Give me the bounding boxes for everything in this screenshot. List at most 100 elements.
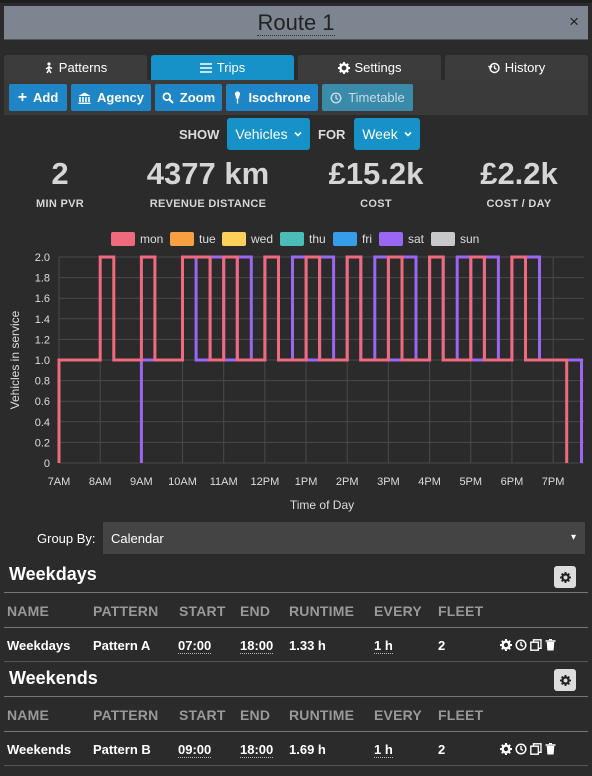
gear-icon[interactable]: [500, 743, 512, 755]
legend-swatch: [379, 232, 403, 246]
cell-every[interactable]: 1 h: [374, 638, 393, 654]
filter-row: SHOW Vehicles FOR Week: [0, 118, 592, 150]
stat-cost-label: COST: [360, 198, 392, 210]
stat-cost-per-day: £2.2k COST / DAY: [464, 156, 574, 210]
col-end: END: [240, 707, 271, 723]
col-name: NAME: [7, 707, 50, 723]
cell-start-value[interactable]: 09:00: [178, 742, 212, 758]
legend-label: wed: [251, 232, 274, 246]
legend-item-thu[interactable]: thu: [280, 232, 326, 246]
y-tick-label: 0.6: [35, 396, 50, 408]
cell-name: Weekdays: [7, 638, 71, 653]
gear-icon: [337, 61, 350, 74]
top-strip: [0, 0, 592, 3]
cell-end-value[interactable]: 18:00: [240, 638, 274, 654]
tab-history[interactable]: History: [445, 55, 588, 80]
legend-item-mon[interactable]: mon: [111, 232, 163, 246]
legend-swatch: [431, 232, 455, 246]
cell-every-value[interactable]: 1 h: [374, 742, 393, 758]
series-line-mon: [57, 255, 569, 463]
toolbar: + Add Agency Zoom Isochrone Timetable: [4, 80, 588, 115]
legend-item-sat[interactable]: sat: [379, 232, 424, 246]
x-tick-label: 5PM: [459, 476, 482, 488]
legend-item-sun[interactable]: sun: [431, 232, 479, 246]
y-tick-label: 0.4: [35, 417, 50, 429]
y-tick-label: 0: [44, 458, 50, 470]
x-tick-label: 2PM: [336, 476, 359, 488]
legend-item-fri[interactable]: fri: [333, 232, 372, 246]
x-tick-label: 9AM: [130, 476, 153, 488]
copy-icon[interactable]: [530, 743, 542, 755]
divider: [4, 765, 588, 766]
isochrone-button[interactable]: Isochrone: [226, 84, 318, 111]
group-by-label: Group By:: [37, 531, 96, 546]
x-tick-label: 11AM: [210, 476, 238, 488]
row-actions: [500, 639, 556, 651]
close-button[interactable]: ×: [569, 12, 579, 31]
for-select[interactable]: Week: [354, 118, 420, 150]
col-name: NAME: [7, 603, 50, 619]
x-tick-label: 4PM: [418, 476, 441, 488]
group-by-value: Calendar: [111, 531, 164, 546]
stat-revenue-distance-label: REVENUE DISTANCE: [149, 198, 267, 210]
legend-swatch: [111, 232, 135, 246]
legend-item-wed[interactable]: wed: [222, 232, 273, 246]
cell-pattern: Pattern B: [93, 742, 151, 757]
cell-end-value[interactable]: 18:00: [240, 742, 274, 758]
legend-swatch: [280, 232, 304, 246]
add-button[interactable]: + Add: [9, 84, 67, 111]
stat-min-pvr: 2 MIN PVR: [20, 156, 100, 210]
group-settings-button[interactable]: [554, 566, 576, 588]
stat-cost-value: £15.2k: [328, 156, 424, 191]
tab-patterns[interactable]: Patterns: [4, 55, 147, 80]
cell-start-value[interactable]: 07:00: [178, 638, 212, 654]
agency-button[interactable]: Agency: [71, 84, 151, 111]
gear-icon: [559, 571, 571, 583]
x-tick-label: 8AM: [89, 476, 112, 488]
zoom-button[interactable]: Zoom: [155, 84, 222, 111]
legend-swatch: [170, 232, 194, 246]
group-by-select[interactable]: Calendar ▾: [103, 522, 585, 554]
show-select[interactable]: Vehicles: [227, 118, 310, 150]
cell-start[interactable]: 09:00: [178, 742, 212, 758]
divider: [4, 661, 588, 662]
clock-icon[interactable]: [515, 639, 527, 651]
route-title[interactable]: Route 1: [4, 10, 588, 36]
tab-trips[interactable]: Trips: [151, 55, 294, 80]
y-axis-label: Vehicles in service: [8, 310, 22, 409]
for-label: FOR: [318, 127, 346, 142]
pin-icon: [235, 91, 241, 104]
col-every: EVERY: [374, 707, 422, 723]
legend-label: mon: [140, 232, 164, 246]
cell-every-value[interactable]: 1 h: [374, 638, 393, 654]
y-tick-label: 1.2: [35, 334, 50, 346]
legend-label: thu: [309, 232, 326, 246]
col-start: START: [179, 707, 226, 723]
cell-start[interactable]: 07:00: [178, 638, 212, 654]
cell-every[interactable]: 1 h: [374, 742, 393, 758]
trash-icon[interactable]: [545, 743, 556, 755]
gear-icon[interactable]: [500, 639, 512, 651]
trash-icon[interactable]: [545, 639, 556, 651]
col-runtime: RUNTIME: [289, 603, 355, 619]
cell-runtime: 1.69 h: [289, 742, 326, 757]
stat-cost-per-day-value: £2.2k: [480, 156, 558, 191]
cell-end[interactable]: 18:00: [240, 638, 274, 654]
col-every: EVERY: [374, 603, 422, 619]
route-title-text[interactable]: Route 1: [257, 10, 335, 36]
cell-end[interactable]: 18:00: [240, 742, 274, 758]
tab-settings[interactable]: Settings: [298, 55, 441, 80]
col-fleet: FLEET: [438, 603, 484, 619]
copy-icon[interactable]: [530, 639, 542, 651]
timetable-button[interactable]: Timetable: [322, 84, 413, 111]
x-tick-label: 12PM: [251, 476, 280, 488]
group-settings-button[interactable]: [554, 669, 576, 691]
x-tick-label: 3PM: [377, 476, 400, 488]
vehicles-chart: 0 0.2 0.4 0.6 0.8 1.0 1.2 1.4 1.6 1.8 2.0 7AM 8AM 9AM…: [8, 252, 584, 512]
search-icon: [162, 92, 174, 104]
y-tick-label: 0.8: [35, 376, 50, 388]
legend-item-tue[interactable]: tue: [170, 232, 216, 246]
clock-icon[interactable]: [515, 743, 527, 755]
zoom-button-label: Zoom: [179, 90, 216, 105]
stat-min-pvr-label: MIN PVR: [36, 198, 84, 210]
